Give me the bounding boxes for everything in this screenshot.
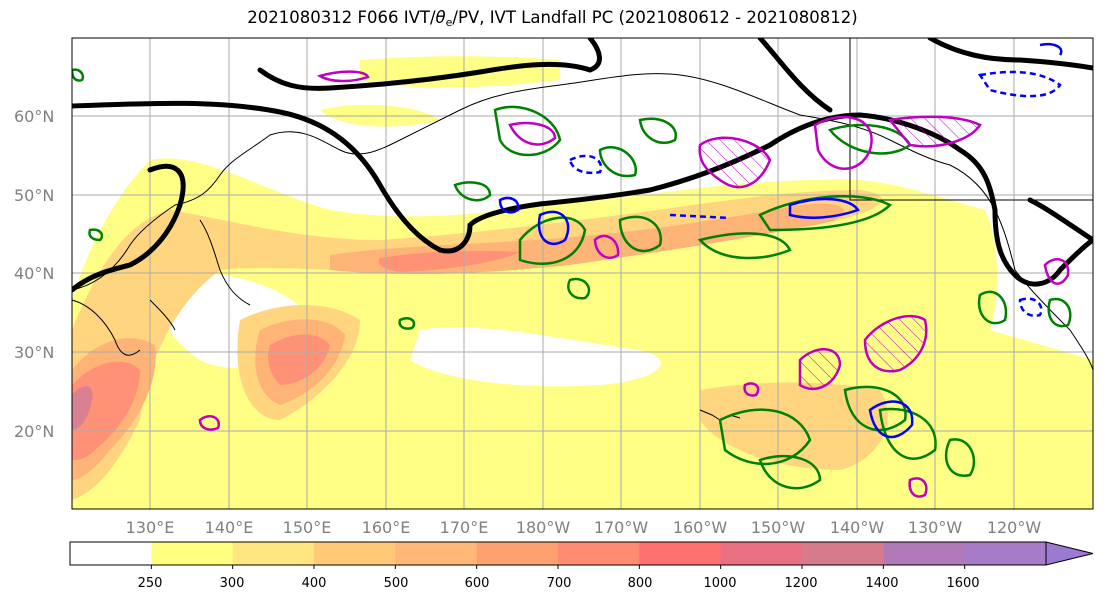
colorbar-segment: [883, 542, 966, 565]
svg-text:160°E: 160°E: [362, 518, 411, 537]
svg-text:600: 600: [465, 576, 490, 591]
svg-text:60°N: 60°N: [14, 107, 54, 126]
ivt-band-800: [378, 250, 520, 272]
svg-text:30°N: 30°N: [14, 343, 54, 362]
svg-text:1200: 1200: [784, 576, 817, 591]
anticyclonic-contours: [198, 70, 1070, 498]
svg-text:1000: 1000: [703, 576, 736, 591]
svg-text:140°W: 140°W: [830, 518, 885, 537]
ivt-band-800c: [72, 361, 140, 460]
coastlines: [72, 38, 1093, 421]
svg-text:50°N: 50°N: [14, 186, 54, 205]
colorbar-segment: [395, 542, 478, 565]
svg-text:400: 400: [302, 576, 327, 591]
svg-text:170°W: 170°W: [594, 518, 649, 537]
svg-text:160°W: 160°W: [673, 518, 728, 537]
colorbar: [69, 541, 1094, 569]
colorbar-segment: [314, 542, 396, 565]
colorbar-segment: [802, 542, 884, 565]
svg-text:20°N: 20°N: [14, 422, 54, 441]
ivt-shading: [72, 56, 1093, 509]
colorbar-extend-arrow: [1045, 541, 1094, 566]
svg-text:150°E: 150°E: [283, 518, 332, 537]
theta-e-contours: [72, 68, 1072, 490]
svg-text:170°E: 170°E: [440, 518, 489, 537]
colorbar-segment: [639, 542, 722, 565]
svg-text:800: 800: [628, 576, 653, 591]
svg-text:140°E: 140°E: [205, 518, 254, 537]
cyclonic-contours: [498, 43, 1063, 439]
colorbar-segment: [476, 542, 559, 565]
svg-text:1600: 1600: [946, 576, 979, 591]
svg-text:1400: 1400: [865, 576, 898, 591]
ivt-band-800b: [268, 334, 330, 385]
colorbar-segment: [558, 542, 640, 565]
svg-text:180°W: 180°W: [516, 518, 571, 537]
longitude-labels: 130°E 140°E 150°E 160°E 170°E 180°W 170°…: [126, 518, 1042, 537]
colorbar-segment: [70, 542, 152, 565]
colorbar-segment: [964, 542, 1047, 565]
colorbar-segment: [232, 542, 315, 565]
svg-text:250: 250: [138, 576, 163, 591]
chart-title: 2021080312 F066 IVT/θe/PV, IVT Landfall …: [247, 8, 858, 29]
ivt-band-300c: [700, 382, 888, 470]
pv-contours: [72, 38, 1093, 293]
ivt-band-300: [72, 190, 882, 500]
svg-text:700: 700: [547, 576, 572, 591]
latitude-labels: 60°N 50°N 40°N 30°N 20°N: [14, 107, 54, 441]
svg-text:300: 300: [220, 576, 245, 591]
svg-text:500: 500: [384, 576, 409, 591]
svg-text:120°W: 120°W: [987, 518, 1042, 537]
svg-text:150°W: 150°W: [751, 518, 806, 537]
svg-text:40°N: 40°N: [14, 264, 54, 283]
svg-text:130°E: 130°E: [126, 518, 175, 537]
graticule: [72, 38, 1093, 509]
colorbar-segment: [720, 542, 803, 565]
colorbar-segment: [151, 542, 234, 565]
ivt-band-1200: [72, 385, 93, 430]
map-frame: [71, 37, 1094, 510]
svg-text:130°W: 130°W: [908, 518, 963, 537]
colorbar-labels: 250 300 400 500 600 700 800 1000 1200 14…: [138, 576, 980, 591]
